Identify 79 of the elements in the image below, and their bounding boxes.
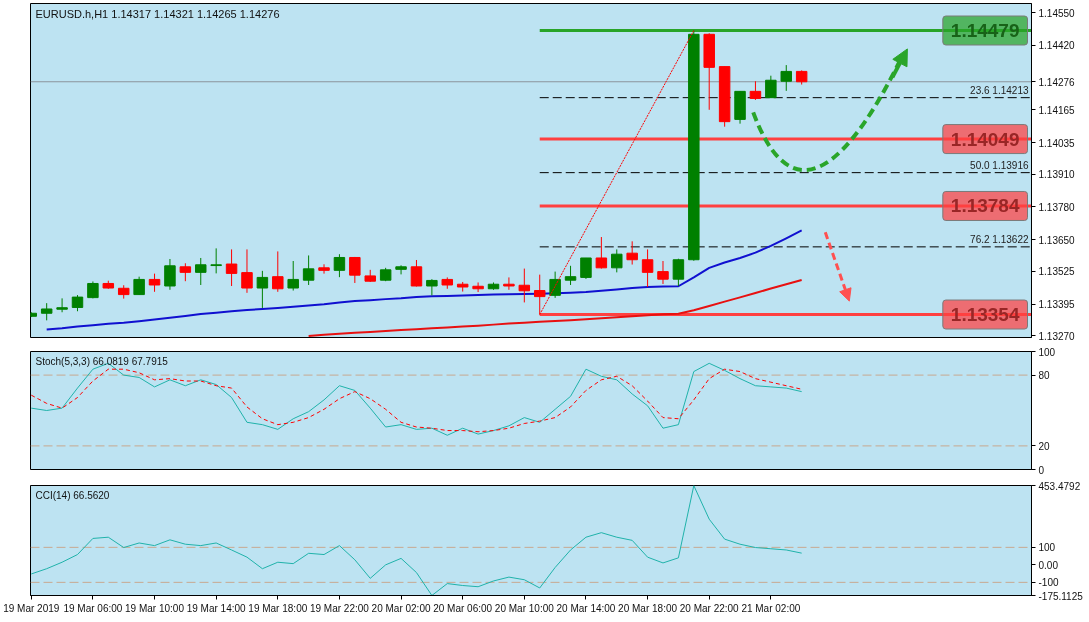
x-tick-label: 20 Mar 22:00 bbox=[679, 602, 740, 614]
x-tick-label: 20 Mar 06:00 bbox=[433, 602, 493, 614]
ref-line-label: 1.14049 bbox=[950, 128, 1020, 150]
y-tick-label: 0.00 bbox=[1038, 559, 1059, 571]
x-tick-label: 19 Mar 18:00 bbox=[248, 602, 308, 614]
x-tick-label: 19 Mar 2019 bbox=[3, 602, 60, 614]
candlestick bbox=[395, 264, 407, 275]
ref-line-label: 23.6 1.14213 bbox=[970, 84, 1029, 96]
y-tick-label: 0 bbox=[1038, 464, 1045, 476]
candlestick bbox=[349, 256, 361, 284]
candlestick bbox=[256, 270, 269, 309]
chart-title: CCI(14) 66.5620 bbox=[35, 489, 110, 501]
y-tick-label: -100 bbox=[1038, 577, 1059, 589]
candlestick bbox=[780, 64, 792, 92]
candlestick bbox=[56, 297, 68, 313]
y-tick-label: 1.13650 bbox=[1038, 234, 1076, 246]
candlestick bbox=[272, 250, 284, 293]
x-tick-label: 20 Mar 14:00 bbox=[556, 602, 616, 614]
x-tick-label: 19 Mar 10:00 bbox=[125, 602, 185, 614]
candlestick bbox=[749, 80, 762, 101]
candlestick bbox=[241, 248, 253, 294]
candlestick bbox=[657, 260, 669, 285]
candlestick bbox=[641, 248, 654, 288]
y-tick-label: 1.13270 bbox=[1038, 330, 1076, 342]
candlestick bbox=[195, 257, 207, 286]
candlestick bbox=[549, 271, 561, 299]
y-tick-label: 20 bbox=[1038, 440, 1051, 452]
candlestick bbox=[426, 278, 438, 296]
candlestick bbox=[225, 248, 238, 287]
chart-title: Stoch(5,3,3) 66.0819 67.7915 bbox=[35, 355, 169, 367]
candlestick bbox=[503, 276, 515, 291]
candlestick bbox=[626, 240, 638, 266]
candlestick bbox=[580, 257, 592, 280]
y-tick-label: 1.13910 bbox=[1038, 169, 1076, 181]
x-tick-label: 19 Mar 14:00 bbox=[186, 602, 247, 614]
line-series bbox=[307, 278, 803, 337]
y-tick-label: 1.13525 bbox=[1038, 266, 1076, 278]
y-tick-label: 453.4792 bbox=[1038, 480, 1081, 492]
ref-line-label: 76.2 1.13622 bbox=[970, 233, 1029, 245]
candlestick bbox=[518, 268, 531, 303]
candlestick bbox=[611, 248, 623, 273]
candlestick bbox=[210, 247, 222, 274]
candlestick bbox=[333, 253, 346, 278]
y-tick-label: -175.1125 bbox=[1038, 590, 1084, 602]
candlestick bbox=[133, 276, 145, 296]
candlestick bbox=[672, 258, 685, 287]
ref-line-label: 50.0 1.13916 bbox=[970, 159, 1029, 171]
candlestick bbox=[472, 281, 484, 293]
candlestick bbox=[302, 254, 315, 286]
y-tick-label: 1.14035 bbox=[1038, 137, 1076, 149]
ref-line-label: 1.14479 bbox=[950, 20, 1020, 42]
x-tick-label: 21 Mar 02:00 bbox=[741, 602, 801, 614]
y-tick-label: 1.13395 bbox=[1038, 299, 1076, 311]
x-tick-label: 19 Mar 06:00 bbox=[63, 602, 123, 614]
line-series bbox=[30, 485, 803, 596]
candlestick bbox=[410, 259, 423, 287]
candlestick bbox=[564, 265, 577, 286]
y-tick-label: 100 bbox=[1038, 346, 1056, 358]
x-tick-label: 19 Mar 22:00 bbox=[309, 602, 370, 614]
candlestick bbox=[765, 75, 777, 99]
x-tick-label: 20 Mar 18:00 bbox=[618, 602, 678, 614]
x-tick-label: 20 Mar 02:00 bbox=[371, 602, 431, 614]
candlestick bbox=[595, 236, 608, 270]
line-series bbox=[45, 229, 803, 331]
candlestick bbox=[318, 263, 330, 275]
y-tick-label: 1.13780 bbox=[1038, 201, 1076, 213]
ref-line-label: 1.13784 bbox=[950, 195, 1020, 217]
y-tick-label: 1.14550 bbox=[1038, 7, 1076, 19]
ref-line-label: 1.13354 bbox=[950, 304, 1020, 326]
x-tick-label: 20 Mar 10:00 bbox=[494, 602, 555, 614]
y-tick-label: 1.14276 bbox=[1038, 76, 1076, 88]
y-tick-label: 80 bbox=[1038, 370, 1051, 382]
candlestick bbox=[287, 260, 299, 292]
y-tick-label: 100 bbox=[1038, 542, 1056, 554]
candlestick bbox=[164, 258, 176, 291]
y-tick-label: 1.14420 bbox=[1038, 40, 1076, 52]
y-tick-label: 1.14165 bbox=[1038, 104, 1076, 116]
candlestick bbox=[148, 273, 161, 293]
chart-title: EURUSD.h,H1 1.14317 1.14321 1.14265 1.14276 bbox=[35, 7, 280, 20]
